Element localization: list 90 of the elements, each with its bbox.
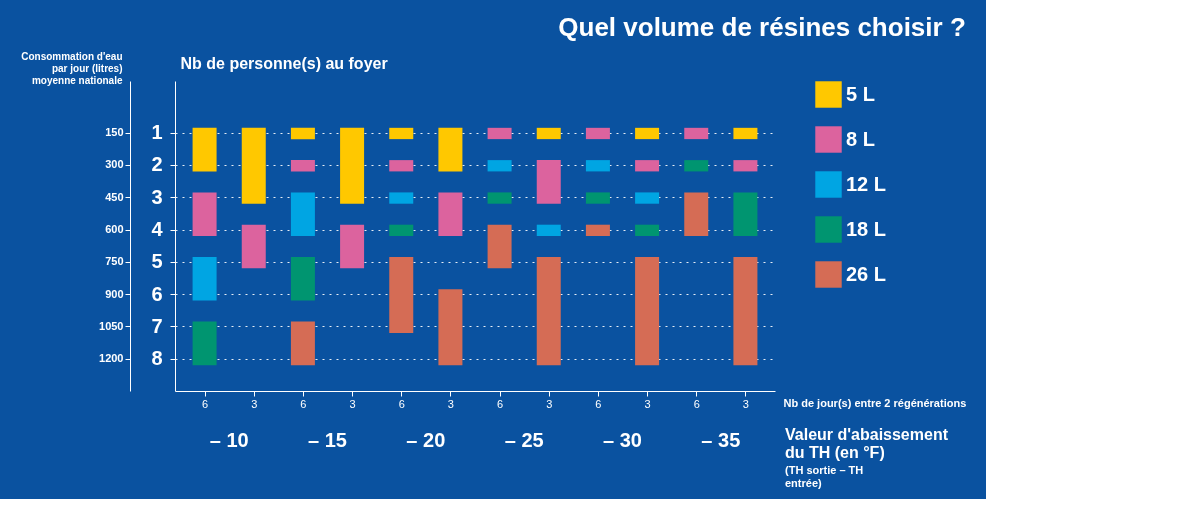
bar [536,160,561,204]
bar [635,192,660,204]
x-tick-label: 6 [497,397,504,410]
x-tick-label: 3 [349,397,356,410]
bar [389,127,414,140]
y2-tick-label: 750 [105,255,124,268]
y-tick-label: 7 [151,314,163,337]
bar [241,224,266,269]
y-axis-title: Nb de personne(s) au foyer [180,54,388,72]
bar [733,160,758,172]
text: – 20 [406,429,446,451]
y-tick-label: 4 [151,218,164,241]
bar [389,224,414,236]
bar [585,127,610,140]
text: – 15 [308,429,347,451]
bar [733,192,758,236]
legend-label: 12 L [846,172,887,195]
y2-tick-label: 150 [105,126,124,139]
y2-tick-label: 1050 [99,319,124,332]
bar [487,192,512,204]
x-tick-label: 6 [300,397,307,410]
bar [389,256,414,333]
bar [192,127,217,172]
text: – 25 [504,429,544,451]
text: – 35 [701,429,741,451]
bar [389,160,414,172]
bar [635,256,660,366]
bar [192,321,217,366]
y-tick-label: 5 [151,250,163,273]
legend-label: 8 L [846,127,875,150]
y-tick-label: 3 [151,185,163,208]
x-tick-label: 6 [398,397,405,410]
x-tick-label: 3 [251,397,258,410]
bar [340,127,365,204]
bar [192,192,217,236]
text: (TH sortie – TH entrée) [785,464,864,489]
bar [536,224,561,236]
bar [635,224,660,236]
bar [585,224,610,236]
bar [389,192,414,204]
y2-axis-title: Consommation d'eau par jour (litres) moyenne nationale [21,50,123,86]
bar [241,127,266,204]
y-tick-label: 1 [151,121,163,144]
y2-tick-label: 450 [105,190,124,203]
text: – 30 [603,429,642,451]
bar [585,160,610,172]
x-tick-label: 3 [546,397,553,410]
x-tick-label: 3 [742,397,749,410]
bar [340,224,365,269]
bar [438,192,463,236]
x-tick-label: 6 [202,397,209,410]
x-axis-title: Nb de jour(s) entre 2 régénérations [783,396,967,409]
bar [290,321,315,366]
bar [487,224,512,269]
bar [438,289,463,366]
y2-tick-label: 300 [105,158,124,171]
bar [487,160,512,172]
bar [487,127,512,140]
text: Valeur d'abaissement du TH (en °F) [785,426,949,461]
bar [192,256,217,301]
x-tick-label: 6 [693,397,700,410]
y2-tick-label: 1200 [99,352,124,365]
bar [290,256,315,301]
bar [684,192,709,236]
y-tick-label: 2 [151,153,163,176]
bar [438,127,463,172]
legend-label: 5 L [846,82,875,105]
x-tick-label: 3 [447,397,454,410]
bar [290,127,315,140]
bar [733,256,758,366]
x-tick-label: 6 [595,397,602,410]
legend-label: 26 L [846,262,887,285]
bar [684,160,709,172]
bar [536,127,561,140]
bar [536,256,561,366]
bar [733,127,758,140]
y2-tick-label: 600 [105,223,124,236]
y-tick-label: 6 [151,282,163,305]
bar [585,192,610,204]
y2-tick-label: 900 [105,287,124,300]
bar [290,160,315,172]
text: – 10 [209,429,249,451]
bar [684,127,709,140]
y-tick-label: 8 [151,347,163,370]
bar [635,127,660,140]
chart-title: Quel volume de résines choisir ? [558,12,966,42]
x-tick-label: 3 [644,397,651,410]
legend-label: 18 L [846,217,887,240]
bar [635,160,660,172]
bar [290,192,315,236]
